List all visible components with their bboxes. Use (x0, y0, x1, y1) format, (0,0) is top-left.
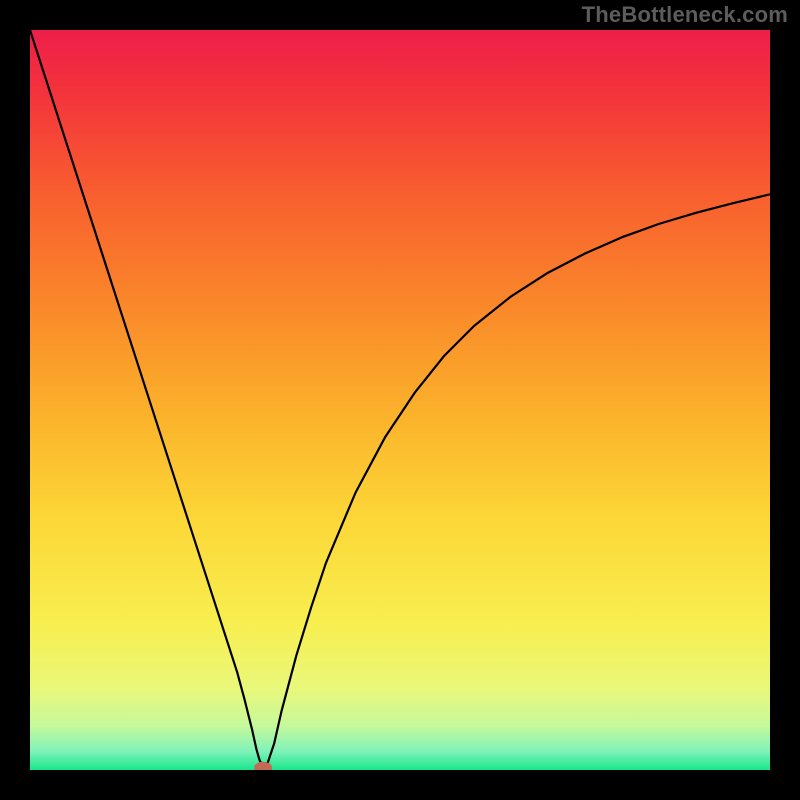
chart-frame: TheBottleneck.com (0, 0, 800, 800)
bottleneck-chart (30, 30, 770, 770)
watermark-text: TheBottleneck.com (582, 2, 788, 28)
gradient-background (30, 30, 770, 770)
